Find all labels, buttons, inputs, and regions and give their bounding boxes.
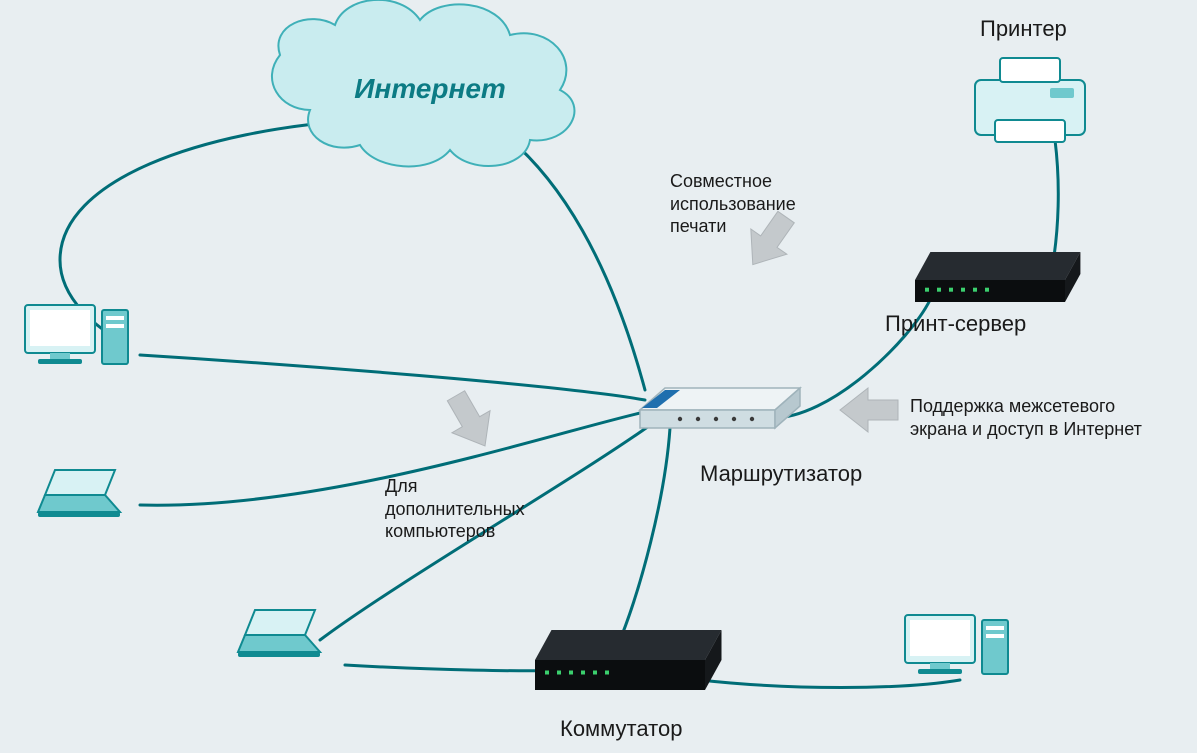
laptop-mid-left-icon [38, 470, 120, 517]
internet-label: Интернет [354, 73, 506, 104]
arrow-more-pcs-icon [437, 385, 504, 457]
arrow-firewall-icon [840, 388, 898, 432]
desktop-bottom-right-icon [905, 615, 1008, 674]
internet-cloud: Интернет [272, 0, 574, 166]
desktop-top-left-icon [25, 305, 128, 364]
router-icon [640, 388, 800, 428]
label-router: Маршрутизатор [700, 460, 862, 488]
printer-icon [975, 58, 1085, 142]
laptop-bottom-left-icon [238, 610, 320, 657]
label-switch: Коммутатор [560, 715, 682, 743]
switch-icon [535, 630, 722, 690]
wires [60, 120, 1058, 688]
label-share-print: Совместное использование печати [670, 170, 796, 238]
label-printer: Принтер [980, 15, 1067, 43]
label-firewall: Поддержка межсетевого экрана и доступ в … [910, 395, 1142, 440]
label-more-pcs: Для дополнительных компьютеров [385, 475, 525, 543]
label-print-server: Принт-сервер [885, 310, 1026, 338]
print-server-icon [915, 252, 1080, 302]
